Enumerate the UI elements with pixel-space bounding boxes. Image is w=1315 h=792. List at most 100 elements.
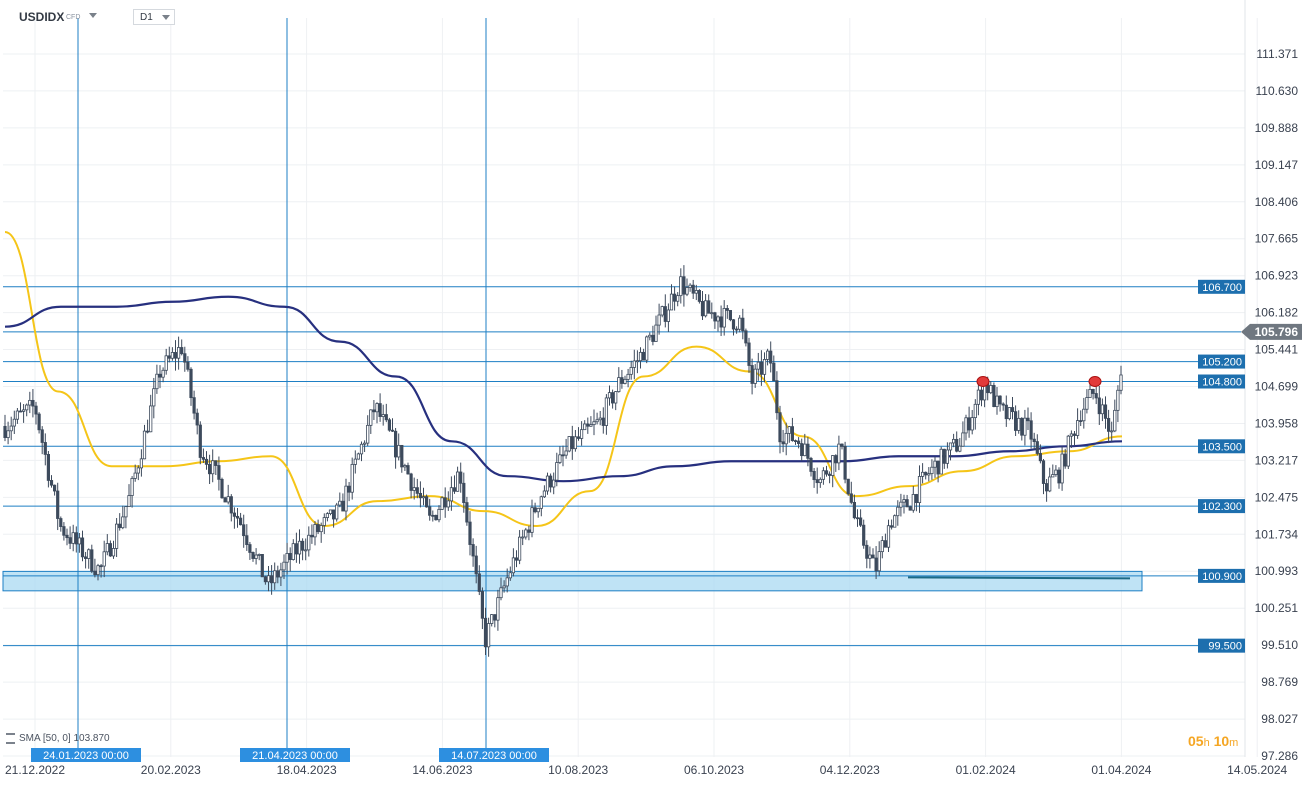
candle-body — [480, 591, 485, 619]
candle-body — [536, 507, 540, 513]
candle-body — [381, 414, 385, 417]
candle-body — [40, 429, 44, 443]
candle-body — [673, 293, 677, 302]
candle-body — [828, 473, 832, 476]
candle-body — [229, 496, 233, 514]
candle-body — [483, 617, 488, 648]
indicator-legend[interactable]: SMA [50, 0] 103.870 — [6, 733, 110, 744]
candle-body — [865, 544, 869, 559]
level-label-bg — [1198, 354, 1245, 369]
candle-body — [164, 355, 168, 371]
candle-body — [471, 544, 475, 557]
candle-body — [1029, 420, 1033, 440]
candle-body — [167, 355, 171, 359]
candle-body — [989, 385, 993, 394]
candle-body — [834, 455, 838, 464]
candle-body — [908, 506, 912, 511]
candle-body — [142, 430, 147, 460]
candle-body — [877, 551, 881, 572]
candle-body — [1007, 407, 1012, 420]
candle-body — [189, 368, 193, 399]
candle-body — [1079, 420, 1083, 422]
candle-body — [952, 438, 956, 444]
candle-body — [325, 513, 330, 518]
candle-body — [449, 487, 454, 502]
candle-body — [955, 438, 959, 452]
candle-body — [679, 276, 683, 297]
candle-body — [3, 425, 7, 438]
candle-body — [589, 424, 593, 427]
candle-body — [260, 554, 264, 578]
candle-body — [1001, 403, 1005, 406]
candle-body — [1014, 411, 1018, 431]
candle-body — [424, 496, 429, 508]
chart-toolbar: USDIDX CFD D1 — [0, 0, 1245, 34]
candle-body — [973, 403, 977, 419]
candle-body — [158, 373, 162, 378]
candle-body — [917, 476, 922, 504]
date-marker-label: 14.07.2023 00:00 — [451, 750, 537, 762]
candle-body — [793, 440, 798, 442]
candle-body — [257, 554, 261, 556]
candle-body — [235, 515, 240, 519]
candle-body — [465, 502, 469, 523]
candle-body — [214, 460, 218, 466]
x-tick-label: 21.12.2022 — [5, 763, 65, 777]
candle-body — [1063, 453, 1067, 467]
candle-body — [1113, 409, 1117, 432]
candle-body — [80, 537, 85, 558]
candle-body — [288, 553, 292, 560]
candle-body — [598, 417, 602, 421]
candle-body — [666, 309, 671, 322]
candle-body — [242, 524, 246, 537]
candle-body — [775, 380, 779, 414]
x-tick-label: 04.12.2023 — [820, 763, 880, 777]
candle-body — [161, 369, 165, 378]
y-tick-label: 99.510 — [1261, 638, 1298, 652]
candle-body — [927, 473, 931, 476]
candle-body — [635, 360, 640, 363]
candle-body — [784, 432, 788, 445]
timeframe-select[interactable]: D1 — [133, 9, 175, 25]
candle-body — [344, 485, 348, 512]
candle-body — [437, 508, 441, 521]
candle-body — [886, 525, 891, 548]
candle-body — [502, 585, 506, 589]
candle-body — [1091, 388, 1095, 394]
candle-body — [316, 524, 320, 533]
candle-body — [691, 284, 695, 294]
chevron-down-icon[interactable] — [89, 13, 97, 18]
candle-body — [1057, 469, 1061, 484]
candle-body — [623, 378, 627, 384]
y-tick-label: 109.888 — [1255, 121, 1299, 135]
candle-body — [285, 553, 289, 563]
candle-body — [53, 484, 57, 492]
candle-body — [124, 506, 128, 518]
level-label: 102.300 — [1202, 501, 1242, 513]
candle-body — [421, 496, 426, 499]
candle-body — [632, 360, 636, 368]
symbol-name[interactable]: USDIDX — [19, 10, 65, 24]
candle-body — [474, 555, 478, 575]
candle-body — [105, 543, 109, 553]
candle-body — [477, 573, 481, 592]
y-tick-label: 109.147 — [1255, 158, 1299, 172]
candle-body — [766, 350, 770, 360]
candle-body — [787, 426, 791, 434]
y-tick-label: 106.923 — [1255, 269, 1299, 283]
candle-body — [583, 423, 587, 431]
candle-body — [511, 557, 516, 574]
candle-body — [772, 362, 776, 382]
y-tick-label: 97.286 — [1261, 749, 1298, 763]
candle-body — [18, 410, 23, 413]
y-tick-label: 100.251 — [1255, 601, 1299, 615]
level-label-bg — [1198, 439, 1245, 454]
candle-body — [601, 417, 605, 426]
candle-body — [614, 391, 618, 404]
candle-body — [738, 317, 742, 330]
candle-body — [862, 524, 866, 546]
candle-body — [1026, 417, 1030, 422]
candle-body — [778, 412, 782, 443]
